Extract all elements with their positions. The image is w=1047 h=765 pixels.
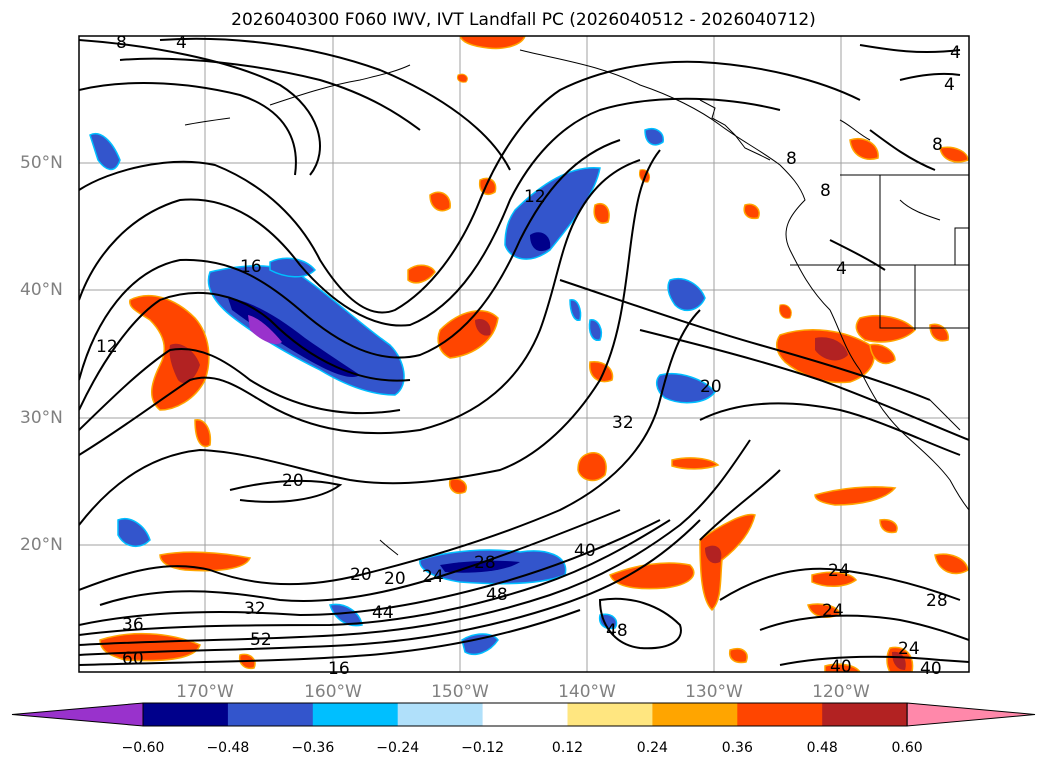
contour-label: 48	[486, 585, 508, 605]
contour-label: 28	[926, 591, 948, 611]
contour-label: 40	[574, 541, 596, 561]
colorbar-tick-label: −0.12	[461, 740, 505, 756]
contour-label: 4	[176, 33, 187, 53]
contour-label: 32	[612, 413, 634, 433]
lon-label-120w: 120°W	[812, 682, 870, 702]
coastlines	[184, 49, 969, 556]
contour-label: 20	[384, 569, 406, 589]
lat-label-50n: 50°N	[20, 153, 63, 173]
contour-label: 52	[250, 630, 272, 650]
colorbar-tick-label: −0.24	[376, 740, 420, 756]
contour-label: 8	[116, 33, 127, 53]
colorbar-tick-label: 0.36	[721, 740, 753, 756]
map-title: 2026040300 F060 IWV, IVT Landfall PC (20…	[231, 10, 816, 30]
contour-label: 16	[240, 257, 262, 277]
negative-anomaly-patches	[89, 128, 716, 656]
colorbar-tick-label: −0.60	[121, 740, 165, 756]
lat-label-30n: 30°N	[20, 408, 63, 428]
contour-label: 36	[122, 615, 144, 635]
colorbar-tick-label: 0.48	[806, 740, 838, 756]
colorbar-segment	[737, 703, 823, 726]
contour-labels: 8 4 16 12 20 32 20 40 48 44 52 36 32 60 …	[96, 33, 961, 679]
colorbar-segment	[652, 703, 738, 726]
contour-label: 24	[422, 567, 444, 587]
colorbar-segment	[312, 703, 399, 726]
lon-label-140w: 140°W	[558, 682, 616, 702]
contour-label: 4	[944, 75, 955, 95]
contour-label: 40	[830, 657, 852, 677]
contour-label: 4	[836, 259, 847, 279]
contour-label: 24	[828, 561, 850, 581]
colorbar-tick-label: 0.12	[551, 740, 584, 756]
map-frame	[78, 35, 970, 673]
lat-label-20n: 20°N	[20, 535, 63, 555]
contour-label: 20	[700, 377, 722, 397]
colorbar-tick-label: 0.60	[891, 740, 923, 756]
iwv-contours	[79, 37, 969, 666]
contour-label: 8	[786, 149, 797, 169]
contour-label: 4	[950, 43, 961, 63]
lon-label-150w: 150°W	[431, 682, 489, 702]
contour-label: 20	[350, 565, 372, 585]
colorbar-segment	[143, 703, 229, 726]
contour-label: 24	[898, 639, 920, 659]
contour-label: 40	[920, 659, 942, 679]
colorbar-outline	[142, 702, 908, 727]
colorbar-tick-label: −0.48	[206, 740, 250, 756]
colorbar-segment	[227, 703, 314, 726]
contour-label: 48	[606, 621, 628, 641]
contour-label: 28	[474, 553, 496, 573]
contour-label: 12	[524, 187, 546, 207]
lon-label-130w: 130°W	[685, 682, 743, 702]
lat-label-40n: 40°N	[20, 280, 63, 300]
lon-label-160w: 160°W	[304, 682, 362, 702]
contour-label: 24	[822, 601, 844, 621]
positive-anomaly-patches	[99, 36, 969, 672]
contour-label: 20	[282, 471, 304, 491]
colorbar	[11, 702, 1036, 727]
contour-label: 16	[328, 659, 350, 679]
colorbar-tick-label: 0.24	[636, 740, 668, 756]
lon-label-170w: 170°W	[176, 682, 234, 702]
contour-label: 8	[820, 181, 831, 201]
contour-label: 60	[122, 649, 144, 669]
colorbar-segment	[822, 703, 908, 726]
colorbar-segment	[397, 703, 484, 726]
colorbar-segment	[906, 702, 1036, 727]
colorbar-segment	[482, 703, 568, 726]
colorbar-tick-label: −0.36	[291, 740, 335, 756]
contour-label: 44	[372, 603, 394, 623]
colorbar-segment	[11, 702, 144, 727]
contour-label: 12	[96, 337, 118, 357]
colorbar-segment	[567, 703, 653, 726]
contour-label: 32	[244, 599, 266, 619]
contour-label: 8	[932, 135, 943, 155]
